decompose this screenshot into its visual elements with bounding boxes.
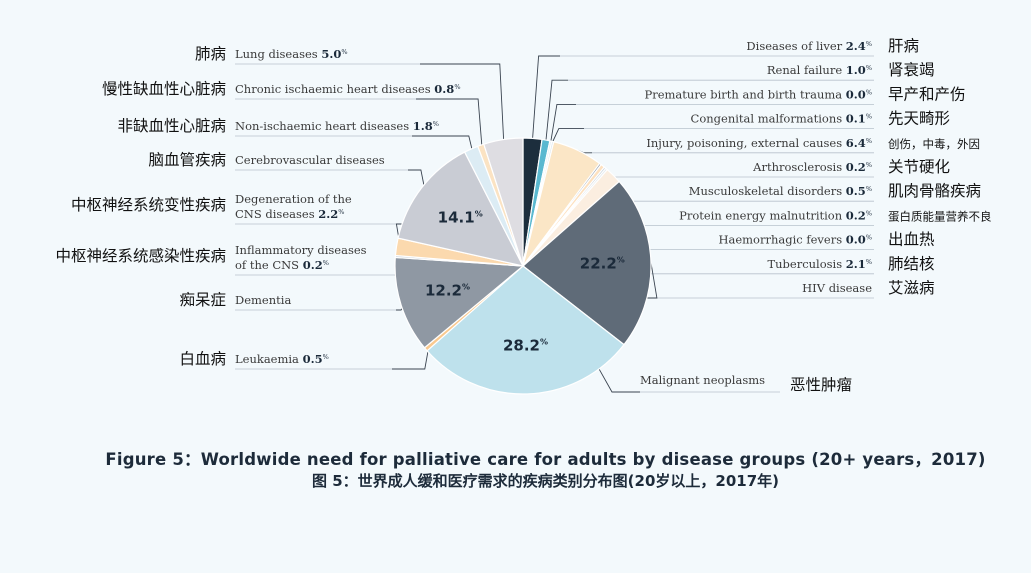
leader-lung-diseases (420, 63, 505, 144)
left-label-zh-chronic-ischaemic-heart-diseases: 慢性缺血性心脏病 (102, 80, 226, 98)
slice-hiv-disease (522, 180, 652, 346)
slice-cerebrovascular-diseases (397, 151, 525, 267)
figure-caption-en: Figure 5：Worldwide need for palliative c… (105, 450, 986, 469)
bottom-label-malignant-neoplasms: Malignant neoplasms (640, 373, 765, 387)
slice-dementia (394, 256, 525, 349)
left-label-degeneration-of-the-cns-diseases: Degeneration of the (235, 192, 352, 206)
right-label-haemorrhagic-fevers: Haemorrhagic fevers 0.0% (718, 233, 872, 247)
right-label-congenital-malformations: Congenital malformations 0.1% (691, 112, 872, 126)
pie-slices (394, 137, 652, 395)
pie-label-cerebrovascular-diseases: 14.1% (438, 208, 483, 226)
left-label-leukaemia: Leukaemia 0.5% (235, 352, 329, 366)
left-label-line2-degeneration-of-the-cns-diseases: CNS diseases 2.2% (235, 207, 344, 221)
right-label-zh-premature-birth-and-birth-trauma: 早产和产伤 (888, 85, 966, 103)
left-label-zh-non-ischaemic-heart-diseases: 非缺血性心脏病 (117, 117, 226, 135)
leader-leukaemia (392, 346, 430, 370)
pie-label-hiv-disease: 22.2% (580, 255, 625, 273)
leader-lines (235, 55, 874, 393)
left-label-inflammatory-diseases-of-the-cns: Inflammatory diseases (235, 243, 367, 257)
right-label-zh-congenital-malformations: 先天畸形 (888, 110, 950, 128)
leader-non-ischaemic-heart-diseases (412, 135, 474, 153)
right-label-zh-arthrosclerosis: 关节硬化 (888, 158, 950, 176)
leader-diseases-of-liver (532, 55, 560, 139)
right-label-arthrosclerosis: Arthrosclerosis 0.2% (752, 160, 872, 174)
right-label-hiv-disease: HIV disease (802, 281, 872, 295)
right-label-zh-injury-poisoning-external-causes: 创伤，中毒，外因 (888, 137, 980, 151)
left-label-zh-dementia: 痴呆症 (179, 291, 226, 309)
left-label-zh-degeneration-of-the-cns-diseases: 中枢神经系统变性疾病 (71, 196, 226, 214)
right-label-zh-diseases-of-liver: 肝病 (888, 37, 919, 55)
slice-lung-diseases (483, 137, 524, 267)
right-label-premature-birth-and-birth-trauma: Premature birth and birth trauma 0.0% (644, 87, 872, 101)
leader-renal-failure (545, 79, 568, 141)
pie-percent-labels: 28.2% 22.2% 14.1% 12.2% (425, 208, 625, 354)
left-label-line2-inflammatory-diseases-of-the-cns: of the CNS 0.2% (235, 258, 329, 272)
left-label-lung-diseases: Lung diseases 5.0% (235, 47, 348, 61)
left-label-dementia: Dementia (235, 293, 291, 307)
left-label-cerebrovascular-diseases: Cerebrovascular diseases (235, 153, 385, 167)
left-label-zh-lung-diseases: 肺病 (195, 45, 226, 63)
left-label-zh-inflammatory-diseases-of-the-cns: 中枢神经系统感染性疾病 (55, 247, 226, 265)
leader-malignant-neoplasms (595, 363, 640, 393)
slice-malignant-neoplasms (426, 265, 625, 395)
leader-chronic-ischaemic-heart-diseases (416, 98, 483, 149)
right-label-zh-renal-failure: 肾衰竭 (888, 61, 935, 79)
figure-caption-zh: 图 5：世界成人缓和医疗需求的疾病类别分布图(20岁以上，2017年) (312, 472, 779, 490)
right-label-zh-hiv-disease: 艾滋病 (888, 279, 935, 297)
leader-cerebrovascular-diseases (408, 169, 426, 191)
left-label-zh-leukaemia: 白血病 (179, 350, 226, 368)
category-labels: Diseases of liver 2.4% 肝病 Renal failure 1.… (55, 37, 991, 394)
right-label-injury-poisoning-external-causes: Injury, poisoning, external causes 6.4% (646, 136, 872, 150)
right-label-tuberculosis: Tuberculosis 2.1% (767, 257, 872, 271)
pie-label-dementia: 12.2% (425, 281, 470, 299)
right-label-renal-failure: Renal failure 1.0% (767, 63, 872, 77)
left-label-chronic-ischaemic-heart-diseases: Chronic ischaemic heart diseases 0.8% (235, 82, 461, 96)
right-label-diseases-of-liver: Diseases of liver 2.4% (746, 39, 872, 53)
left-label-zh-cerebrovascular-diseases: 脑血管疾病 (148, 151, 226, 169)
left-label-non-ischaemic-heart-diseases: Non-ischaemic heart diseases 1.8% (235, 119, 439, 133)
right-label-musculoskeletal-disorders: Musculoskeletal disorders 0.5% (689, 184, 872, 198)
right-label-zh-tuberculosis: 肺结核 (888, 255, 935, 273)
pie-label-malignant-neoplasms: 28.2% (503, 336, 548, 354)
right-label-zh-musculoskeletal-disorders: 肌肉骨骼疾病 (888, 182, 981, 200)
leader-congenital-malformations (552, 128, 584, 142)
leader-premature-birth-and-birth-trauma (550, 103, 576, 142)
right-label-protein-energy-malnutrition: Protein energy malnutrition 0.2% (679, 208, 872, 222)
right-label-zh-haemorrhagic-fevers: 出血热 (888, 231, 935, 249)
bottom-label-zh-malignant-neoplasms: 恶性肿瘤 (790, 376, 852, 394)
right-label-zh-protein-energy-malnutrition: 蛋白质能量营养不良 (888, 209, 992, 223)
